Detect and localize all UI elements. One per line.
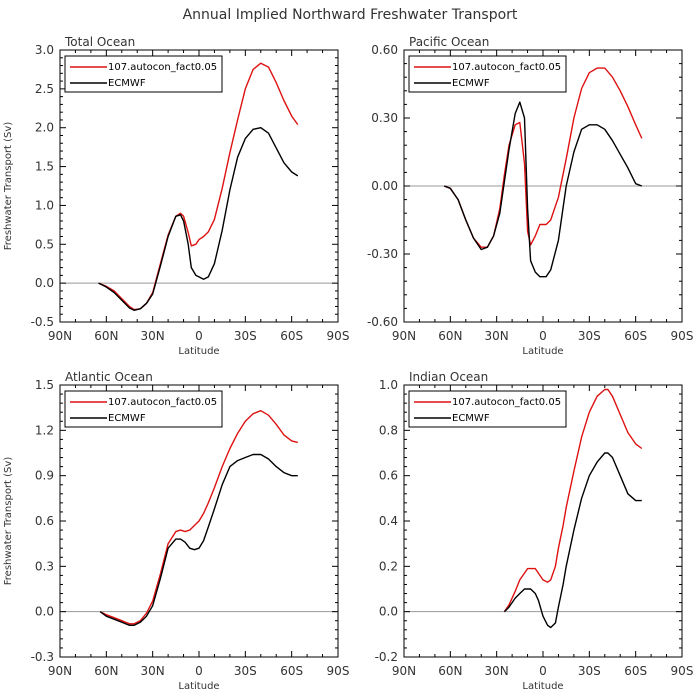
x-axis-title: Latitude <box>178 346 219 357</box>
legend: 107.autocon_fact0.05 ECMWF <box>64 390 223 428</box>
series-line-107-autocon-fact0-05 <box>503 388 643 613</box>
x-tick-label: 90N <box>392 329 416 343</box>
x-tick-label: 60S <box>280 664 303 678</box>
y-tick-label: 0.4 <box>379 514 398 528</box>
y-tick-label: -0.3 <box>31 650 54 664</box>
x-tick-label: 60S <box>624 664 647 678</box>
x-tick-label: 90N <box>48 664 72 678</box>
series-line-ecmwf <box>99 453 298 626</box>
x-tick-label: 30N <box>485 664 509 678</box>
y-tick-label: 0.5 <box>35 237 54 251</box>
series-line-107-autocon-fact0-05 <box>99 410 298 625</box>
panel-title: Atlantic Ocean <box>65 370 153 384</box>
y-tick-label: 2.5 <box>35 82 54 96</box>
legend-label-series2: ECMWF <box>108 78 146 89</box>
x-tick-label: 60S <box>280 329 303 343</box>
x-tick-label: 90S <box>671 329 694 343</box>
series-line-ecmwf <box>443 101 643 278</box>
legend-label-series1: 107.autocon_fact0.05 <box>108 62 217 73</box>
panel-pacific-ocean: Pacific Ocean -0.60 -0.30 0.00 0.30 0.60 90N 60… <box>367 35 694 357</box>
legend-box <box>64 55 223 93</box>
x-tick-label: 90N <box>392 664 416 678</box>
y-tick-label: 0.6 <box>379 469 398 483</box>
y-tick-label: 0.60 <box>371 43 398 57</box>
y-tick-label: 0.0 <box>379 605 398 619</box>
x-tick-label: 60N <box>438 664 462 678</box>
legend-box <box>408 55 567 93</box>
y-tick-label: -0.5 <box>31 315 54 329</box>
legend-box <box>408 390 567 428</box>
x-tick-label: 60S <box>624 329 647 343</box>
panel-title: Indian Ocean <box>409 370 488 384</box>
y-tick-label: 0.2 <box>379 559 398 573</box>
panel-title: Pacific Ocean <box>409 35 489 49</box>
x-tick-label: 0 <box>539 664 547 678</box>
series-line-ecmwf <box>503 452 642 629</box>
y-axis-title: Freshwater Transport (Sv) <box>3 457 14 586</box>
x-tick-label: 30N <box>141 329 165 343</box>
x-tick-label: 30S <box>578 664 601 678</box>
legend-label-series2: ECMWF <box>452 413 490 424</box>
panel-indian-ocean: Indian Ocean -0.2 0.0 0.2 0.4 0.6 0.8 1.0 90N 60N… <box>375 370 694 692</box>
y-tick-label: -0.2 <box>375 650 398 664</box>
x-axis-title: Latitude <box>522 681 563 692</box>
y-tick-label: 1.0 <box>379 378 398 392</box>
legend-label-series1: 107.autocon_fact0.05 <box>108 397 217 408</box>
y-tick-label: 0.3 <box>35 559 54 573</box>
x-tick-label: 90S <box>671 664 694 678</box>
y-tick-label: -0.60 <box>367 315 398 329</box>
legend-label-series1: 107.autocon_fact0.05 <box>452 397 561 408</box>
y-tick-label: 1.5 <box>35 160 54 174</box>
x-tick-label: 60N <box>94 664 118 678</box>
y-tick-label: 1.5 <box>35 378 54 392</box>
x-tick-label: 30S <box>234 329 257 343</box>
y-tick-label: 1.0 <box>35 198 54 212</box>
x-tick-label: 0 <box>195 664 203 678</box>
legend: 107.autocon_fact0.05 ECMWF <box>64 55 223 93</box>
y-tick-label: 0.9 <box>35 469 54 483</box>
y-axis-title: Freshwater Transport (Sv) <box>3 122 14 251</box>
x-tick-label: 60N <box>438 329 462 343</box>
series-line-ecmwf <box>98 126 299 311</box>
x-tick-label: 0 <box>539 329 547 343</box>
legend-box <box>64 390 223 428</box>
x-tick-label: 90S <box>327 664 350 678</box>
y-tick-label: 0.6 <box>35 514 54 528</box>
x-tick-label: 0 <box>195 329 203 343</box>
panel-atlantic-ocean: Atlantic Ocean -0.3 0.0 0.3 0.6 0.9 1.2 1.5 90N 6… <box>3 370 349 692</box>
x-tick-label: 30N <box>485 329 509 343</box>
panel-total-ocean: Total Ocean -0.5 0.0 0.5 1.0 1.5 2.0 2.5 3.0 90N 6… <box>3 35 349 357</box>
legend: 107.autocon_fact0.05 ECMWF <box>408 390 567 428</box>
series-line-107-autocon-fact0-05 <box>443 67 643 248</box>
x-tick-label: 60N <box>94 329 118 343</box>
x-tick-label: 30N <box>141 664 165 678</box>
y-tick-label: 0.00 <box>371 179 398 193</box>
figure-title: Annual Implied Northward Freshwater Tran… <box>183 7 518 23</box>
x-axis-title: Latitude <box>522 346 563 357</box>
x-tick-label: 30S <box>234 664 257 678</box>
legend: 107.autocon_fact0.05 ECMWF <box>408 55 567 93</box>
y-tick-label: 0.30 <box>371 111 398 125</box>
y-tick-label: 0.8 <box>379 423 398 437</box>
y-tick-label: 0.0 <box>35 276 54 290</box>
y-tick-label: 0.0 <box>35 605 54 619</box>
y-tick-label: 1.2 <box>35 423 54 437</box>
x-axis-title: Latitude <box>178 681 219 692</box>
y-tick-label: 3.0 <box>35 43 54 57</box>
y-tick-label: 2.0 <box>35 121 54 135</box>
legend-label-series2: ECMWF <box>452 78 490 89</box>
x-tick-label: 90S <box>327 329 350 343</box>
legend-label-series1: 107.autocon_fact0.05 <box>452 62 561 73</box>
panel-title: Total Ocean <box>64 35 135 49</box>
legend-label-series2: ECMWF <box>108 413 146 424</box>
x-tick-label: 90N <box>48 329 72 343</box>
x-tick-label: 30S <box>578 329 601 343</box>
series-line-107-autocon-fact0-05 <box>98 62 299 311</box>
y-tick-label: -0.30 <box>367 247 398 261</box>
